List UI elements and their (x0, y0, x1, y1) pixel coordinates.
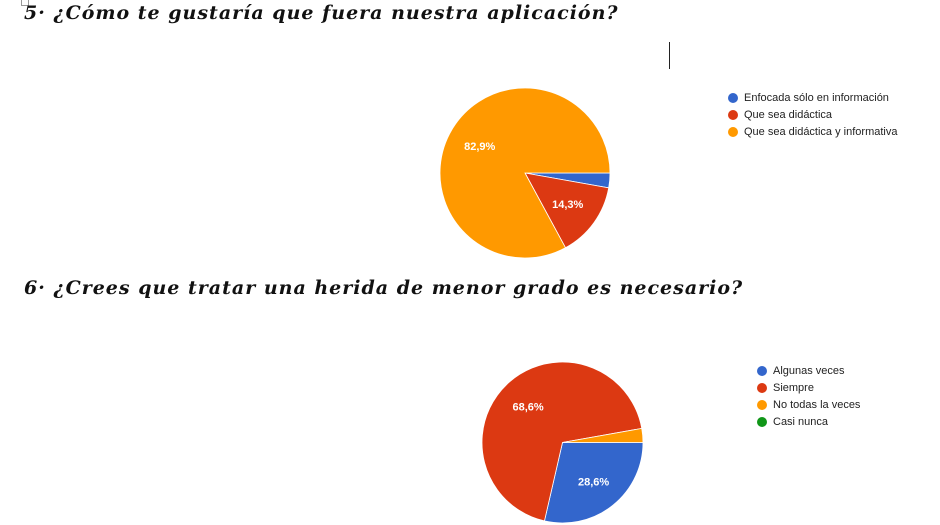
slice-value-label: 28,6% (578, 477, 609, 489)
pie-slice-que-sea-didactica (524, 172, 610, 249)
slice-value-label: 82,9% (464, 141, 495, 153)
legend-label: Algunas veces (773, 364, 845, 377)
legend-item-algunas-veces: Algunas veces (757, 362, 860, 379)
legend-q5: Enfocada sólo en información Que sea didá… (728, 89, 897, 140)
pie-slice-que-sea-didactica-y-informativa (439, 87, 611, 259)
pie-slice-algunas-veces (543, 442, 644, 524)
legend-item-siempre: Siempre (757, 379, 860, 396)
pie-slice-siempre (481, 361, 643, 522)
legend-swatch (728, 126, 738, 137)
legend-item-que-sea-didactica-y-informativa: Que sea didáctica y informativa (728, 123, 897, 140)
legend-item-no-todas-la-veces: No todas la veces (757, 396, 860, 413)
question-6-title: 6· ¿Crees que tratar una herida de menor… (24, 277, 744, 299)
legend-label: Enfocada sólo en información (744, 91, 889, 104)
legend-label: Casi nunca (773, 415, 829, 428)
slice-value-label: 68,6% (513, 401, 544, 413)
legend-item-que-sea-didactica: Que sea didáctica (728, 106, 897, 123)
legend-swatch (757, 416, 767, 427)
legend-swatch (728, 92, 738, 103)
pie-chart-q5: 14,3% 82,9% (439, 87, 611, 259)
slice-value-label: 14,3% (552, 199, 583, 211)
legend-swatch (757, 365, 767, 376)
legend-label: No todas la veces (773, 398, 861, 411)
question-5-title: 5· ¿Cómo te gustaría que fuera nuestra a… (24, 2, 619, 24)
legend-label: Que sea didáctica y informativa (744, 125, 898, 138)
text-cursor (669, 42, 670, 69)
legend-item-enfocada-solo-en-informacion: Enfocada sólo en información (728, 89, 897, 106)
corner-marker (21, 0, 29, 6)
legend-swatch (757, 399, 767, 410)
legend-item-casi-nunca: Casi nunca (757, 413, 860, 430)
pie-slice-no-todas-la-veces (562, 427, 644, 443)
legend-label: Que sea didáctica (744, 108, 833, 121)
legend-swatch (757, 382, 767, 393)
pie-chart-q6: 28,6% 68,6% (481, 361, 644, 524)
legend-q6: Algunas veces Siempre No todas la veces Cas… (757, 362, 860, 430)
legend-swatch (728, 109, 738, 120)
legend-label: Siempre (773, 381, 814, 394)
